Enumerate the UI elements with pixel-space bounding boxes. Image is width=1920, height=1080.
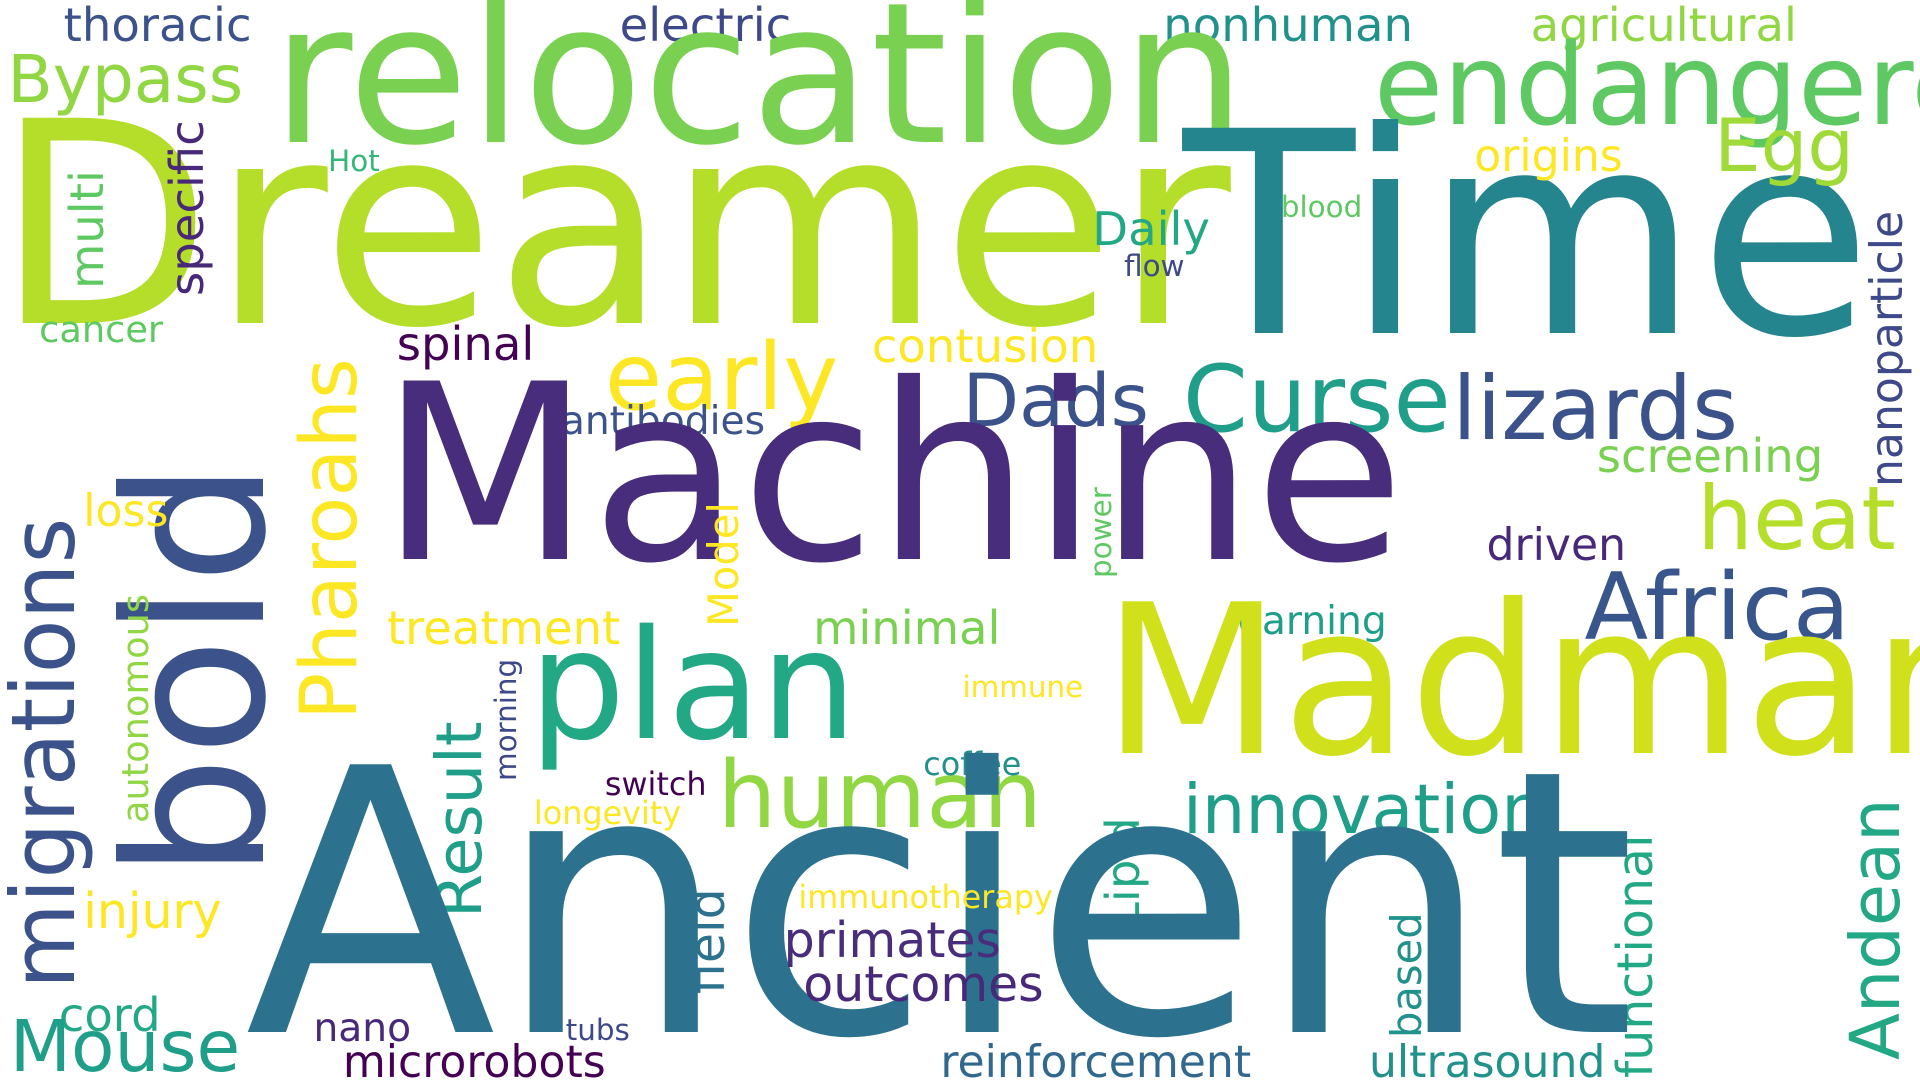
word-microrobots: microrobots (342, 1036, 606, 1080)
word-contusion: contusion (871, 319, 1099, 374)
word-field: field (679, 888, 737, 995)
word-switch: switch (604, 764, 707, 803)
word-specific: specific (160, 120, 215, 297)
word-learning: learning (1226, 599, 1387, 645)
word-cancer: cancer (39, 308, 164, 352)
word-multi: multi (59, 170, 114, 289)
word-andean: Andean (1835, 798, 1916, 1061)
word-screening: screening (1596, 429, 1824, 484)
word-flow: flow (1124, 249, 1185, 284)
word-daily: Daily (1092, 201, 1210, 256)
word-machine: Machine (379, 331, 1405, 617)
word-reinforcement: reinforcement (940, 1036, 1252, 1080)
word-ultrasound: ultrasound (1368, 1036, 1606, 1080)
word-migrations: migrations (0, 518, 95, 990)
word-outcomes: outcomes (803, 956, 1044, 1013)
word-thoracic: thoracic (63, 0, 252, 53)
word-antibodies: antibodies (560, 398, 765, 444)
word-plan: plan (528, 596, 857, 774)
word-bypass: Bypass (7, 40, 244, 118)
word-hot: Hot (328, 143, 380, 178)
word-immunotherapy: immunotherapy (798, 877, 1053, 916)
word-egg: Egg (1714, 104, 1854, 190)
word-heat: heat (1697, 467, 1896, 571)
word-cord: cord (58, 987, 161, 1042)
word-nanoparticle: nanoparticle (1862, 211, 1914, 488)
word-dreamer: Dreamer (0, 62, 1231, 390)
word-spinal: spinal (396, 316, 535, 371)
word-longevity: longevity (533, 794, 682, 833)
word-nonhuman: nonhuman (1163, 0, 1413, 53)
word-relocation: relocation (271, 0, 1246, 189)
word-madman: Madman (1102, 560, 1920, 803)
word-human: human (717, 741, 1043, 850)
word-primates: primates (783, 911, 1002, 969)
word-minimal: minimal (813, 600, 1001, 655)
word-dads: Dads (962, 358, 1149, 444)
word-endangered: endangered (1373, 19, 1920, 152)
word-time: Time (1182, 72, 1873, 400)
word-early: early (604, 322, 839, 431)
word-blood: blood (1280, 190, 1363, 225)
word-lizards: lizards (1452, 356, 1739, 460)
word-nano: nano (313, 1005, 412, 1051)
word-ancient: Ancient (244, 691, 1636, 1080)
word-tubs: tubs (565, 1013, 630, 1048)
word-africa: Africa (1584, 552, 1850, 661)
word-mouse: Mouse (9, 1005, 241, 1080)
word-origins: origins (1474, 130, 1623, 182)
word-electric: electric (619, 0, 792, 53)
word-curse: Curse (1182, 344, 1451, 453)
word-immune: immune (962, 670, 1084, 705)
word-injury: injury (83, 882, 222, 940)
word-innovation: innovation (1182, 770, 1545, 851)
word-agricultural: agricultural (1530, 0, 1797, 53)
word-pharoahs: Pharoahs (284, 358, 376, 720)
word-coffee: coffee (923, 745, 1022, 784)
word-based: based (1382, 912, 1432, 1039)
word-driven: driven (1486, 520, 1627, 572)
word-treatment: treatment (386, 600, 621, 655)
word-loss: loss (83, 485, 169, 537)
word-autonomous: autonomous (113, 593, 157, 823)
